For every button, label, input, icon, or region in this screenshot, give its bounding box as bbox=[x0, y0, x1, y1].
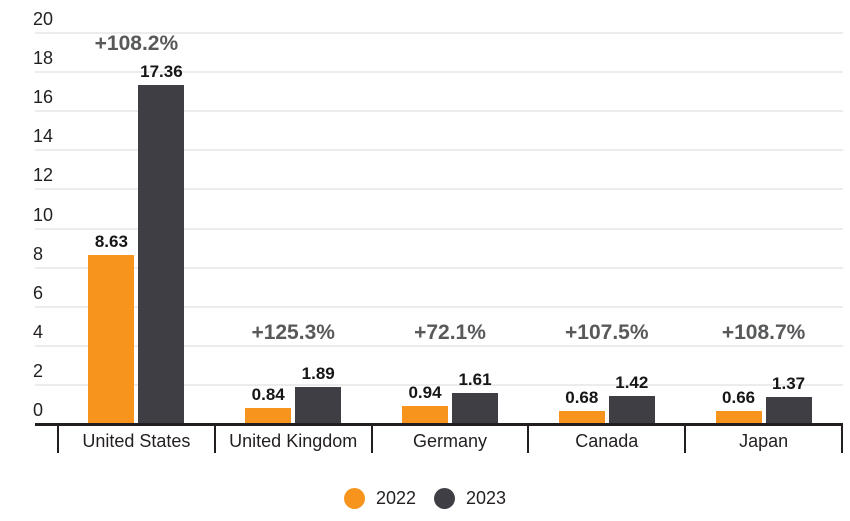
percent-change-label: +72.1% bbox=[414, 321, 486, 344]
legend-label: 2022 bbox=[375, 488, 416, 508]
y-axis-label: 18 bbox=[33, 48, 54, 69]
x-axis-tick bbox=[213, 425, 216, 453]
bar-2023-japan bbox=[765, 397, 812, 424]
y-axis-label: 4 bbox=[33, 321, 44, 342]
bar-2023-united-kingdom bbox=[295, 387, 342, 424]
category-label: Japan bbox=[739, 431, 789, 451]
percent-change-label: +108.2% bbox=[94, 32, 179, 55]
percent-change-label: +107.5% bbox=[565, 321, 649, 344]
gridline-y-8 bbox=[35, 266, 843, 269]
bar-2023-united-states bbox=[138, 84, 185, 424]
value-label: 1.42 bbox=[615, 373, 649, 393]
y-axis-label: 20 bbox=[33, 9, 54, 29]
x-axis-tick bbox=[57, 425, 59, 453]
bar-2023-germany bbox=[452, 392, 498, 424]
category-label: United Kingdom bbox=[229, 431, 358, 451]
bar-2022-japan bbox=[715, 411, 762, 424]
bar-2022-united-states bbox=[88, 255, 135, 424]
value-label: 17.36 bbox=[140, 61, 183, 81]
gridline-y-12 bbox=[35, 188, 843, 191]
value-label: 8.63 bbox=[94, 232, 128, 252]
gridline-y-2 bbox=[35, 383, 843, 386]
legend: 2022 2023 bbox=[0, 487, 850, 509]
legend-swatch-2022 bbox=[343, 487, 365, 509]
legend-swatch-2023 bbox=[434, 487, 455, 509]
y-axis-label: 16 bbox=[33, 87, 54, 108]
gridline-y-6 bbox=[35, 305, 843, 308]
percent-change-label: +108.7% bbox=[721, 321, 806, 344]
x-axis-line bbox=[35, 423, 843, 426]
value-label: 0.68 bbox=[565, 387, 599, 407]
y-axis-label: 0 bbox=[33, 400, 44, 420]
value-label: 0.84 bbox=[251, 384, 285, 404]
legend-label: 2023 bbox=[466, 488, 507, 508]
value-label: 1.61 bbox=[458, 369, 492, 389]
y-axis-label: 2 bbox=[33, 360, 44, 381]
bar-2022-canada bbox=[558, 410, 605, 424]
y-axis-label: 14 bbox=[33, 126, 54, 147]
value-label: 1.37 bbox=[772, 374, 806, 394]
legend-item-2022: 2022 bbox=[343, 487, 416, 509]
gridline-y-14 bbox=[35, 149, 843, 152]
bar-2022-united-kingdom bbox=[245, 407, 292, 424]
category-label: Canada bbox=[575, 431, 639, 451]
x-axis-tick bbox=[527, 425, 530, 453]
y-axis-label: 12 bbox=[33, 165, 54, 186]
value-label: 0.66 bbox=[722, 388, 756, 408]
bar-2022-germany bbox=[402, 405, 448, 424]
legend-item-2023: 2023 bbox=[434, 487, 506, 509]
gridline-y-4 bbox=[35, 344, 843, 347]
percent-change-label: +125.3% bbox=[251, 321, 335, 344]
y-axis-label: 6 bbox=[33, 282, 44, 303]
gridline-y-16 bbox=[35, 110, 843, 113]
y-axis-label: 10 bbox=[33, 204, 54, 225]
x-axis-tick bbox=[370, 425, 373, 453]
x-axis-tick bbox=[841, 425, 843, 453]
gridline-y-20 bbox=[35, 32, 843, 34]
value-label: 1.89 bbox=[301, 364, 335, 384]
category-label: Germany bbox=[412, 431, 487, 451]
category-label: United States bbox=[82, 431, 191, 451]
value-label: 0.94 bbox=[408, 382, 442, 402]
bar-2023-canada bbox=[608, 396, 655, 424]
y-axis-label: 8 bbox=[33, 243, 44, 264]
x-axis-tick bbox=[684, 425, 687, 453]
gridline-y-10 bbox=[35, 227, 843, 230]
gridline-y-18 bbox=[35, 71, 843, 74]
